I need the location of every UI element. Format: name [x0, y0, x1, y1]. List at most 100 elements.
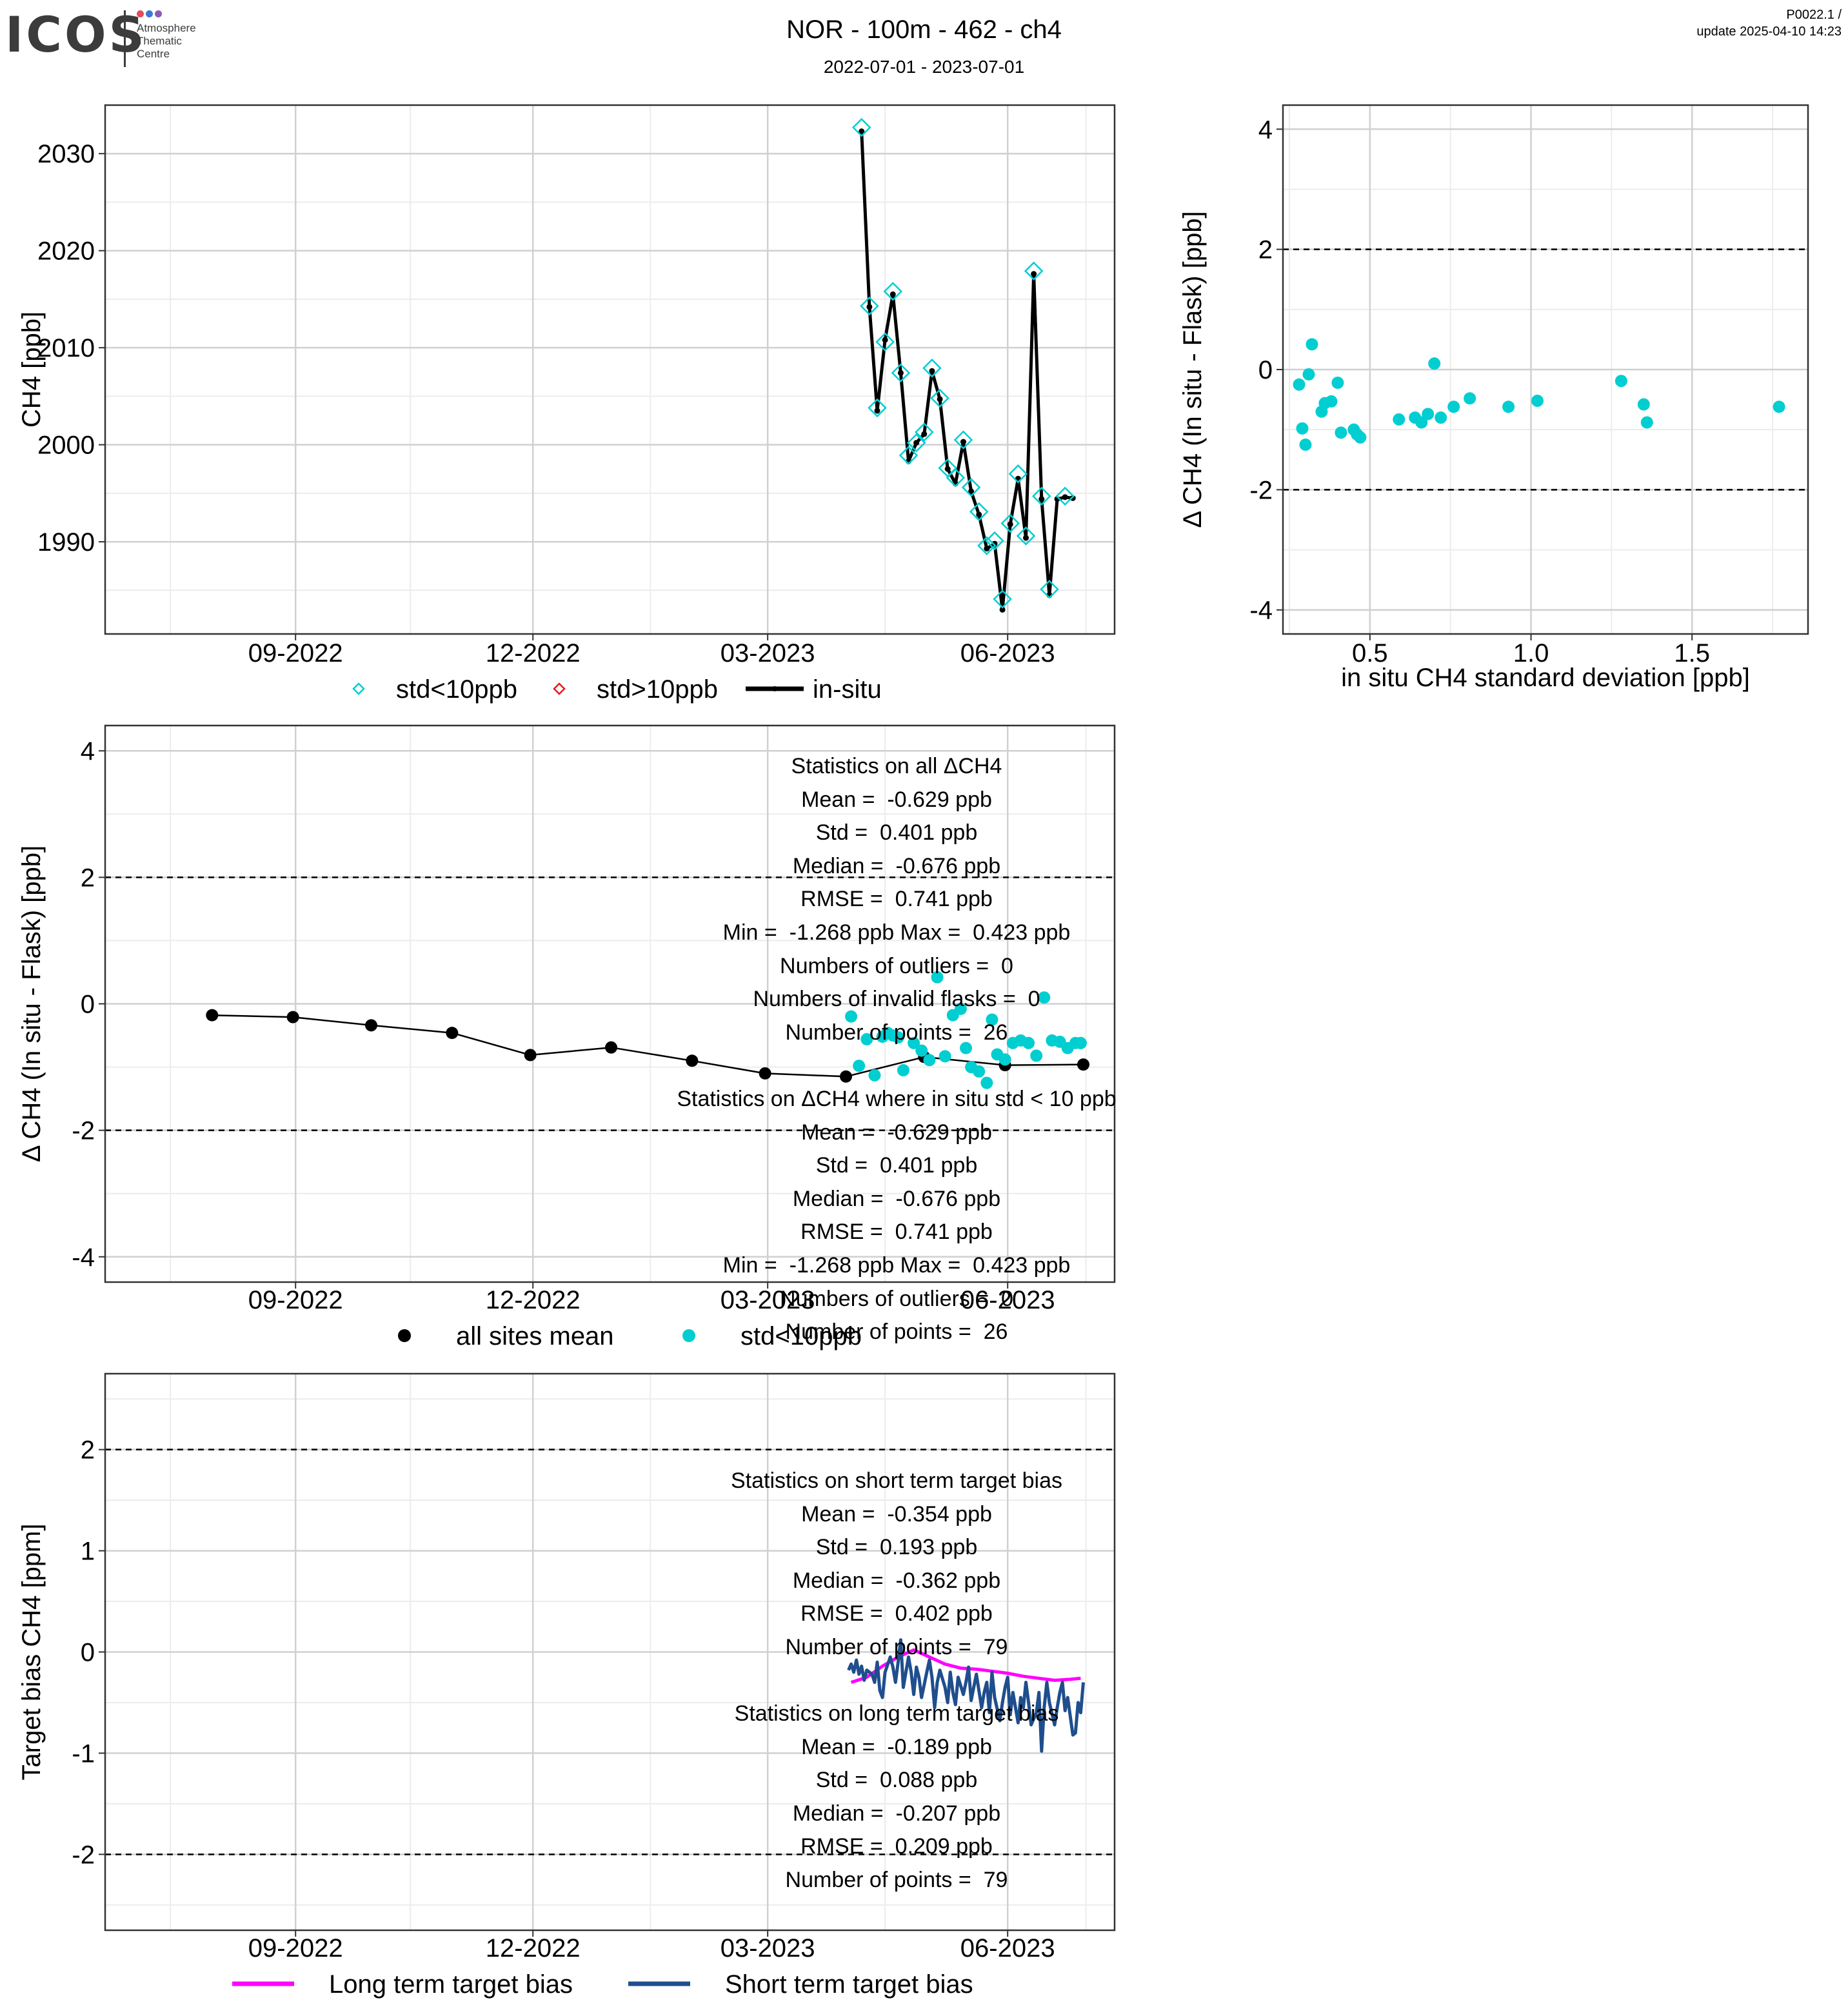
- data-point: [1331, 377, 1344, 389]
- data-point: [859, 128, 865, 135]
- stats-line: RMSE = 0.741 ppb: [800, 1220, 993, 1245]
- chart-delta-timeseries: 09-2022 12-2022 03-2023 06-2023 -4 -2 0 2 4 Δ CH4…: [17, 724, 1116, 1350]
- stats-all-delta: Statistics on all ΔCH4 Mean = -0.629 ppb S…: [613, 750, 1180, 1049]
- data-point: [929, 368, 935, 374]
- data-point: [897, 370, 904, 376]
- x-tick-label: 06-2023: [960, 639, 1055, 667]
- data-point: [1435, 411, 1447, 424]
- x-tick-label: 1.5: [1674, 639, 1710, 667]
- stats-line: Median = -0.207 ppb: [792, 1801, 1001, 1826]
- data-point: [1306, 338, 1318, 351]
- stats-heading: Statistics on short term target bias: [731, 1468, 1062, 1493]
- y-tick-label: 2030: [37, 140, 95, 168]
- x-tick-label: 06-2023: [960, 1286, 1055, 1314]
- legend-label: std<10ppb: [396, 675, 517, 704]
- data-point: [446, 1027, 459, 1040]
- legend-swatch: [352, 682, 365, 695]
- plot-frame: [104, 1372, 1116, 1932]
- legend: std<10ppb std>10ppb in-situ: [352, 675, 882, 704]
- plot-area: [851, 117, 1076, 613]
- stats-line: Mean = -0.189 ppb: [801, 1734, 992, 1759]
- series-std-10ppb: [851, 117, 1075, 609]
- data-point: [1077, 1058, 1089, 1071]
- legend-label: Short term target bias: [725, 1970, 973, 1999]
- data-point: [1296, 422, 1309, 435]
- data-point: [875, 332, 895, 351]
- stats-line: Median = -0.676 ppb: [792, 1186, 1001, 1211]
- logo-line-2: Thematic: [137, 35, 182, 47]
- stats-line: Median = -0.676 ppb: [792, 853, 1001, 878]
- chart-target-bias: 09-2022 12-2022 03-2023 06-2023 -2 -1 0 1 2 Targe…: [17, 1372, 1116, 1999]
- x-tick-label: 09-2022: [248, 1934, 343, 1963]
- series-line: [847, 1638, 1085, 1753]
- data-point: [993, 589, 1012, 609]
- y-axis-label: Δ CH4 (In situ - Flask) [ppb]: [17, 845, 46, 1162]
- logo-caption: Atmosphere Thematic Centre: [137, 22, 214, 61]
- stats-line: Numbers of outliers = 0: [780, 1286, 1013, 1311]
- y-tick-label: -4: [72, 1243, 95, 1272]
- page-subtitle: 2022-07-01 - 2023-07-01: [823, 57, 1025, 77]
- plot-area: [847, 1638, 1085, 1753]
- stats-line: Numbers of outliers = 0: [780, 953, 1013, 978]
- y-tick-label: 0: [1258, 356, 1273, 384]
- legend-swatch: [398, 1329, 411, 1342]
- stats-line: Mean = -0.354 ppb: [801, 1501, 992, 1527]
- legend-item: Short term target bias: [628, 1970, 973, 1999]
- stats-line: Numbers of invalid flasks = 0: [753, 987, 1040, 1012]
- data-point: [999, 606, 1006, 613]
- data-point: [1464, 392, 1476, 405]
- x-tick-label: 0.5: [1352, 639, 1388, 667]
- y-axis-label: Δ CH4 (In situ - Flask) [ppb]: [1178, 211, 1207, 528]
- stats-heading: Statistics on long term target bias: [734, 1701, 1059, 1726]
- chart-ch4-timeseries: 09-2022 12-2022 03-2023 06-2023 1990 2000 2010…: [17, 104, 1116, 704]
- data-point: [874, 408, 880, 414]
- data-point: [960, 439, 966, 445]
- y-tick-label: 2010: [37, 334, 95, 362]
- data-point: [851, 117, 871, 137]
- logo-dot-purple: [155, 10, 162, 17]
- data-point: [882, 337, 888, 343]
- data-point: [759, 1067, 771, 1080]
- update-timestamp: update 2025-04-10 14:23: [1696, 25, 1842, 39]
- data-point: [868, 398, 887, 418]
- stats-line: RMSE = 0.741 ppb: [800, 887, 993, 912]
- data-point: [973, 1065, 986, 1078]
- series-short-term-target-bias: [847, 1638, 1085, 1753]
- data-point: [1032, 486, 1051, 506]
- data-point: [1615, 375, 1627, 388]
- data-point: [1040, 580, 1059, 599]
- data-point: [915, 1044, 928, 1057]
- data-point: [1447, 400, 1460, 413]
- data-point: [1354, 431, 1367, 444]
- data-point: [1000, 513, 1020, 533]
- stats-line: Mean = -0.629 ppb: [801, 1120, 992, 1145]
- logo-line-1: Atmosphere: [137, 22, 196, 34]
- series-line: [212, 1014, 1084, 1078]
- y-tick-label: -4: [1249, 597, 1273, 625]
- data-point: [1637, 398, 1650, 411]
- logo-divider: [124, 10, 126, 67]
- data-point: [860, 296, 879, 316]
- data-point: [946, 468, 966, 488]
- data-point: [1030, 1049, 1043, 1062]
- logo-wordmark: ICOS: [5, 6, 147, 63]
- plot-area: [1293, 338, 1785, 451]
- data-point: [953, 430, 973, 450]
- data-point: [1335, 426, 1347, 439]
- y-tick-label: -2: [1249, 476, 1273, 504]
- y-tick-label: 2: [1258, 236, 1273, 264]
- data-point: [605, 1041, 618, 1054]
- data-point: [1038, 991, 1051, 1004]
- legend: all sites mean std<10ppb: [398, 1322, 862, 1350]
- data-point: [1773, 400, 1785, 413]
- chart-delta-vs-std: 0.5 1.0 1.5 -4 -2 0 2 4 Δ CH4 (In situ - Flask) …: [1178, 104, 1809, 692]
- data-point: [954, 1002, 967, 1015]
- stats-line: Median = -0.362 ppb: [792, 1568, 1001, 1593]
- data-point: [860, 1033, 873, 1045]
- legend-item: all sites mean: [398, 1322, 614, 1350]
- logo-dot-red: [137, 10, 144, 17]
- x-tick-label: 06-2023: [960, 1934, 1055, 1963]
- series-std-10ppb: [1293, 338, 1785, 451]
- data-point: [897, 1063, 909, 1076]
